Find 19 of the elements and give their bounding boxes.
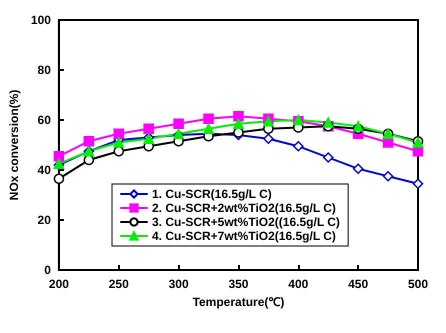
x-tick-label: 400 [288,277,309,291]
x-axis-title: Temperature(℃) [192,295,284,309]
y-tick-label: 100 [30,13,52,27]
x-tick-label: 300 [168,277,189,291]
legend-label: 3. Cu-SCR+5wt%TiO2((16.5g/L C) [152,215,340,229]
legend-label: 4. Cu-SCR+7wt%TiO2(16.5g/L C) [152,229,336,243]
y-tick-label: 20 [38,213,52,227]
x-tick-label: 350 [228,277,249,291]
legend-label: 1. Cu-SCR(16.5g/L C) [152,187,272,201]
y-tick-label: 80 [38,63,52,77]
x-tick-label: 250 [108,277,130,291]
x-tick-label: 500 [408,277,428,291]
y-axis-title: NOx conversion(%) [7,90,21,200]
y-tick-label: 60 [38,113,52,127]
x-tick-label: 200 [48,277,70,291]
x-tick-label: 450 [348,277,368,291]
legend-label: 2. Cu-SCR+2wt%TiO2(16.5g/L C) [152,201,336,215]
y-tick-label: 40 [38,163,52,177]
y-tick-label: 0 [44,263,52,277]
